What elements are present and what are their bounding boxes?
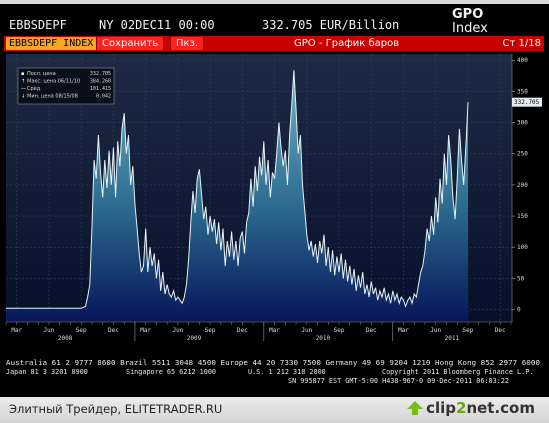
show-button[interactable]: Пкз. — [170, 37, 205, 50]
date-time: NY 02DEC11 00:00 — [99, 18, 215, 32]
brand-part-3: net.com — [466, 399, 535, 417]
y-tick-label: 100 — [517, 244, 528, 251]
legend-box: ▪ Посл. цена 332.705 ↑ Макс. цена 06/11/10 38… — [17, 67, 115, 105]
legend-value: 384.260 — [90, 79, 111, 85]
y-tick-label: 350 — [517, 88, 528, 95]
function-code: GPO — [452, 7, 484, 22]
function-indicator: Index GPO — [452, 7, 488, 36]
last-value-label: 332.705 — [514, 99, 540, 106]
legend-value: 0.042 — [96, 94, 111, 100]
x-tick-label: Mar — [269, 327, 280, 334]
current-value: 332.705 EUR/Billion — [262, 18, 400, 32]
brand-part-2: 2 — [456, 399, 467, 417]
x-tick-label: Mar — [140, 327, 151, 334]
x-tick-label: Jun — [430, 327, 441, 334]
y-axis: 0 50 100 150 200 250 300 350 400 — [511, 54, 528, 322]
window-top-border — [0, 0, 549, 4]
security-code: EBBSDEPF — [9, 18, 67, 32]
x-tick-label: Mar — [11, 327, 22, 334]
legend-label: Сред. — [27, 86, 42, 92]
x-tick-label: Sep — [334, 327, 345, 334]
y-tick-label: 250 — [517, 151, 528, 158]
watermark-bar: Элитный Трейдер, ELITETRADER.RU clip2net… — [0, 397, 549, 423]
x-tick-label: Dec — [366, 327, 377, 334]
chart-header: EBBSDEPF NY 02DEC11 00:00 332.705 EUR/Bi… — [4, 4, 545, 36]
legend-label: Посл. цена — [27, 71, 56, 77]
year-label: 2009 — [187, 335, 202, 342]
brand-part-1: clip — [426, 399, 456, 417]
contact-line-2c: U.S. 1 212 318 2000 — [248, 368, 326, 376]
y-tick-label: 400 — [517, 57, 528, 64]
legend-marker: ↑ — [21, 79, 25, 85]
upload-arrow-icon — [407, 401, 424, 415]
last-value-tag: 332.705 — [512, 97, 542, 107]
footer-contacts: Australia 61 2 9777 8600 Brazil 5511 304… — [6, 359, 540, 385]
x-axis: Mar Jun Sep Dec Mar Jun Sep Dec Mar Jun Sep Dec Mar J… — [5, 321, 512, 342]
clip2net-logo: clip2net.com — [407, 399, 535, 417]
x-tick-label: Jun — [44, 327, 55, 334]
contact-line-2d: Copyright 2011 Bloomberg Finance L.P. — [382, 368, 533, 376]
x-tick-label: Sep — [463, 327, 474, 334]
year-label: 2010 — [316, 335, 331, 342]
legend-marker: — — [21, 86, 26, 92]
x-tick-label: Sep — [76, 327, 87, 334]
contact-line-3: SN 995877 EST GMT-5:00 H438-967-0 09-Dec… — [288, 377, 509, 385]
contact-line-2a: Japan 81 3 3201 8900 — [6, 368, 88, 376]
year-label: 2008 — [58, 335, 73, 342]
y-tick-label: 300 — [517, 120, 528, 127]
contact-line-1: Australia 61 2 9777 8600 Brazil 5511 304… — [6, 359, 540, 367]
x-tick-label: Dec — [237, 327, 248, 334]
ticker-field[interactable]: EBBSDEPF INDEX — [6, 37, 97, 50]
y-tick-label: 50 — [517, 275, 525, 282]
legend-marker: ▪ — [21, 71, 24, 77]
save-button[interactable]: Сохранить — [96, 37, 165, 50]
source-credit: Элитный Трейдер, ELITETRADER.RU — [9, 402, 223, 416]
contact-line-2b: Singapore 65 6212 1000 — [126, 368, 216, 376]
y-tick-label: 0 — [517, 307, 521, 314]
legend-marker: ↓ — [21, 94, 25, 100]
chart-function-title: GPO - График баров — [294, 38, 400, 49]
y-tick-label: 200 — [517, 182, 528, 189]
legend-value: 332.705 — [90, 71, 111, 77]
index-label: Index — [452, 21, 488, 36]
x-tick-label: Sep — [205, 327, 216, 334]
x-tick-label: Jun — [172, 327, 183, 334]
function-toolbar: EBBSDEPF INDEX Сохранить Пкз. GPO - Граф… — [4, 36, 544, 51]
x-tick-label: Dec — [495, 327, 506, 334]
x-tick-label: Mar — [398, 327, 409, 334]
y-tick-label: 150 — [517, 213, 528, 220]
legend-value: 101.415 — [90, 86, 111, 92]
legend-label: Макс. цена 06/11/10 — [27, 79, 80, 85]
x-tick-label: Dec — [108, 327, 119, 334]
page-indicator[interactable]: Ст 1/18 — [502, 38, 541, 49]
data-area — [6, 70, 468, 322]
legend-label: Мин. цена 08/15/08 — [27, 94, 78, 100]
data-line — [6, 70, 469, 309]
year-label: 2011 — [445, 335, 460, 342]
x-tick-label: Jun — [301, 327, 312, 334]
